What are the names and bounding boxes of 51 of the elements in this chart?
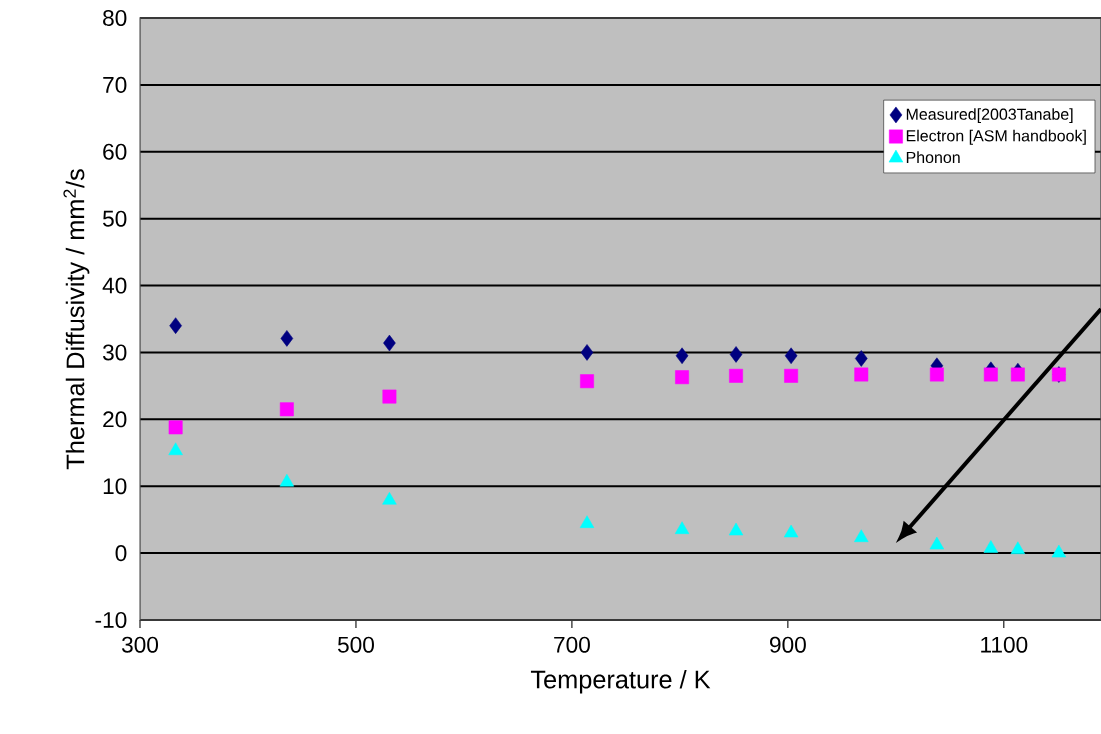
x-axis-title: Temperature / K <box>530 669 711 694</box>
point <box>382 491 397 505</box>
point <box>169 317 182 334</box>
point <box>674 521 690 534</box>
x-tick-label: 1100 <box>981 636 1028 653</box>
y-tick-label: 60 <box>103 143 127 160</box>
point <box>279 402 294 417</box>
y-tick-label: 40 <box>102 277 127 294</box>
legend-label: Electron [ASM handbook] <box>906 129 1086 145</box>
point <box>783 524 799 538</box>
point <box>855 350 868 367</box>
point <box>382 389 397 404</box>
point <box>383 334 396 352</box>
y-tick-label: 30 <box>102 344 127 361</box>
point <box>279 473 295 487</box>
y-tick-label: 20 <box>103 411 127 428</box>
point <box>729 346 743 363</box>
point <box>580 374 594 389</box>
y-tick-label: 80 <box>103 9 127 27</box>
point <box>580 344 594 361</box>
x-tick-label: 900 <box>770 636 806 653</box>
y-tick-label: 0 <box>115 545 127 562</box>
point <box>854 529 869 542</box>
point <box>675 370 689 385</box>
point <box>675 347 689 365</box>
point <box>729 368 743 383</box>
y-tick-label: 70 <box>103 76 127 93</box>
x-tick-label: 700 <box>554 636 590 653</box>
point <box>579 515 595 528</box>
point <box>784 368 799 383</box>
point <box>168 442 183 456</box>
point <box>728 522 744 536</box>
point <box>280 330 294 347</box>
x-tick-label: 500 <box>337 636 374 653</box>
legend-label: Measured[2003Tanabe] <box>906 108 1073 124</box>
y-axis-title: Thermal Diffusivity / mm$^{2}$/s <box>63 169 90 470</box>
y-tick-label: 50 <box>102 210 127 227</box>
point <box>168 420 183 435</box>
y-tick-label: -10 <box>95 611 127 629</box>
point <box>983 367 998 382</box>
point <box>1010 367 1025 382</box>
point <box>854 367 869 382</box>
legend-label: Phonon <box>906 151 960 164</box>
point <box>929 536 945 550</box>
point <box>929 367 944 382</box>
point <box>1051 544 1067 558</box>
point <box>1010 541 1026 555</box>
point <box>784 347 798 365</box>
x-tick-label: 300 <box>121 636 159 653</box>
point <box>983 540 999 553</box>
y-tick-label: 10 <box>103 478 127 495</box>
